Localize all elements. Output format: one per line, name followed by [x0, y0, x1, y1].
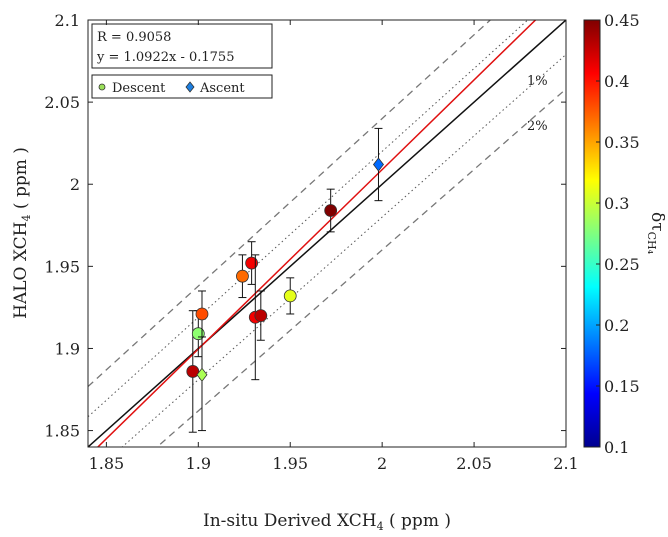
data-marker-3: [195, 307, 209, 321]
svg-text:2.1: 2.1: [55, 11, 80, 30]
y-axis-ticks: 1.85 1.9 1.95 2 2.05 2.1: [44, 11, 566, 441]
svg-text:1.95: 1.95: [44, 257, 80, 276]
legend-descent-marker: [98, 83, 106, 91]
data-points: [186, 127, 384, 433]
legend-ascent-marker: [185, 81, 195, 93]
data-marker-1: [191, 327, 205, 341]
y-tick-3: 2: [70, 175, 566, 194]
x-tick-3: 2: [377, 20, 387, 473]
svg-text:1.9: 1.9: [55, 339, 80, 358]
colorbar-ticks: 0.1 0.15 0.2 0.25 0.3 0.35 0.4 0.45: [596, 11, 640, 457]
stats-fit: y = 1.0922x - 0.1755: [96, 50, 234, 65]
svg-text:0.35: 0.35: [604, 133, 640, 152]
colorbar-tick-1: 0.15: [596, 377, 640, 396]
y-tick-4: 2.05: [44, 93, 566, 112]
colorbar-title: δτCH₄: [645, 212, 667, 255]
data-point-8: [283, 277, 297, 315]
data-marker-4: [236, 269, 249, 283]
svg-text:0.4: 0.4: [604, 72, 629, 91]
data-marker-0: [186, 365, 200, 378]
y-axis-title: HALO XCH4 ( ppm ): [11, 147, 33, 319]
y-tick-1: 1.9: [55, 339, 566, 358]
stats-r: R = 0.9058: [97, 30, 171, 45]
reference-lines: [88, 20, 566, 447]
fit-line: [96, 20, 537, 447]
legend-ascent-label: Ascent: [199, 81, 245, 96]
svg-text:0.2: 0.2: [604, 316, 629, 335]
colorbar-tick-4: 0.3: [596, 194, 629, 213]
svg-text:1.9: 1.9: [186, 454, 211, 473]
x-axis-ticks: 1.85 1.9 1.95 2 2.05 2.1: [89, 20, 579, 473]
ref-line-1pct-lower: [121, 54, 566, 447]
data-marker-8: [283, 289, 297, 303]
colorbar-tick-0: 0.1: [596, 438, 629, 457]
svg-text:0.1: 0.1: [604, 438, 629, 457]
data-point-5: [245, 241, 259, 285]
colorbar: [583, 19, 601, 448]
ref-line-1pct-upper: [88, 20, 529, 418]
svg-text:2.05: 2.05: [456, 454, 492, 473]
data-marker-2: [196, 367, 208, 382]
colorbar-tick-2: 0.2: [596, 316, 629, 335]
svg-text:2.05: 2.05: [44, 93, 80, 112]
data-point-9: [324, 188, 338, 233]
y-tick-2: 1.95: [44, 257, 566, 276]
colorbar-tick-5: 0.35: [596, 133, 640, 152]
x-tick-1: 1.9: [186, 20, 211, 473]
legend-descent-label: Descent: [112, 81, 166, 96]
svg-text:0.45: 0.45: [604, 11, 640, 30]
ref-label-1pct: 1%: [527, 74, 548, 89]
x-tick-0: 1.85: [89, 20, 125, 473]
y-tick-0: 1.85: [44, 422, 566, 441]
colorbar-tick-3: 0.25: [596, 255, 640, 274]
data-point-4: [236, 254, 249, 299]
data-marker-5: [245, 256, 259, 270]
svg-text:0.3: 0.3: [604, 194, 629, 213]
plot-frame: [87, 19, 567, 448]
colorbar-tick-6: 0.4: [596, 72, 629, 91]
colorbar-tick-7: 0.45: [596, 11, 640, 30]
x-tick-4: 2.05: [456, 20, 492, 473]
svg-text:2: 2: [377, 454, 387, 473]
svg-text:0.15: 0.15: [604, 377, 640, 396]
y-tick-5: 2.1: [55, 11, 566, 30]
ref-line-2pct-lower: [156, 88, 566, 447]
stats-box: R = 0.9058 y = 1.0922x - 0.1755: [91, 23, 273, 69]
ref-line-0pct: [88, 20, 566, 447]
x-axis-title: In-situ Derived XCH4 ( ppm ): [203, 511, 451, 533]
svg-text:0.25: 0.25: [604, 255, 640, 274]
svg-text:1.95: 1.95: [272, 454, 308, 473]
ref-label-2pct: 2%: [527, 119, 548, 134]
data-point-3: [195, 290, 209, 338]
x-tick-2: 1.95: [272, 20, 308, 473]
x-tick-5: 2.1: [553, 20, 579, 473]
data-marker-10: [372, 157, 384, 172]
data-point-7: [254, 290, 268, 341]
data-marker-9: [324, 204, 338, 217]
data-point-10: [372, 127, 384, 202]
svg-text:2.1: 2.1: [553, 454, 578, 473]
svg-text:1.85: 1.85: [44, 422, 80, 441]
svg-text:2: 2: [70, 175, 80, 194]
svg-text:1.85: 1.85: [89, 454, 125, 473]
data-marker-7: [254, 309, 268, 323]
legend: Descent Ascent: [91, 74, 273, 99]
